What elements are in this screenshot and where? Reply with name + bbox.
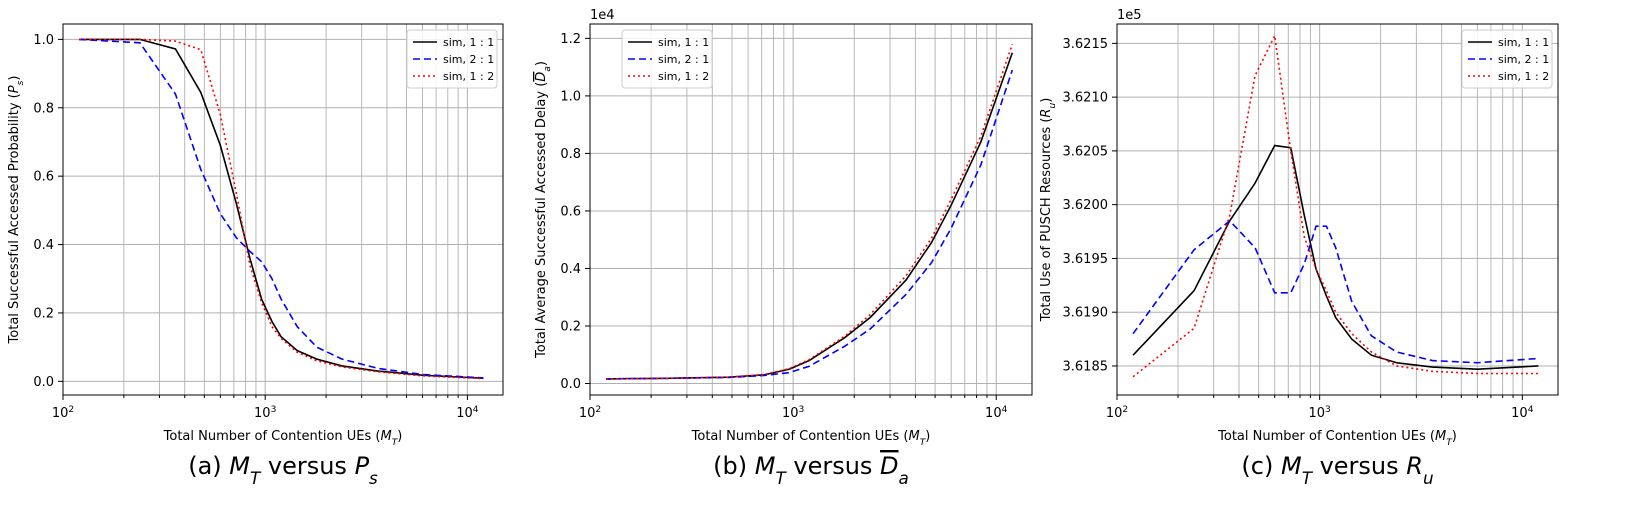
y-tick-label: 3.6205	[1063, 144, 1109, 159]
x-axis-label: Total Number of Contention UEs (MT)	[163, 429, 403, 448]
x-tick-label: 104	[456, 405, 479, 421]
series-line-1	[79, 38, 484, 380]
y-tick-label: 0.6	[560, 204, 581, 219]
y-tick-label: 0.8	[560, 147, 581, 162]
x-tick-label: 102	[52, 405, 74, 421]
x-axis-label: Total Number of Contention UEs (MT)	[1217, 429, 1457, 448]
x-tick-label: 104	[1511, 405, 1534, 421]
y-tick-label: 3.6200	[1063, 198, 1109, 213]
grid	[62, 24, 503, 395]
legend-label-1: sim, 1 : 1	[658, 36, 709, 49]
legend-label-2: sim, 2 : 1	[443, 53, 494, 66]
legend-label-2: sim, 2 : 1	[1498, 53, 1549, 66]
x-axis-label: Total Number of Contention UEs (MT)	[691, 429, 931, 448]
legend-label-3: sim, 1 : 2	[443, 70, 494, 83]
series-line-1	[1132, 144, 1539, 370]
y-tick-label: 0.2	[33, 306, 54, 321]
series-line-2	[78, 38, 484, 379]
x-tick-label: 103	[254, 405, 277, 421]
legend-box	[1461, 29, 1553, 89]
x-tick-label: 103	[1308, 405, 1331, 421]
legend-box	[621, 29, 713, 89]
chart-panel-3: 102 103 104 3.6185 3.6190 3.6195 3.6200 3.6205 3…	[1039, 8, 1559, 488]
panel-caption: (b) MT versus Da	[713, 452, 909, 488]
x-tick-label: 104	[985, 405, 1008, 421]
plot-frame	[62, 23, 504, 396]
panel-caption: (c) MT versus Ru	[1241, 452, 1433, 488]
y-tick-label: 3.6190	[1063, 306, 1109, 321]
plot-frame	[1116, 23, 1559, 396]
legend: sim, 1 : 1 sim, 2 : 1 sim, 1 : 2	[1461, 29, 1553, 89]
y-axis-label: Total Use of PUSCH Resources (Ru)	[1039, 98, 1058, 323]
legend-label-1: sim, 1 : 1	[1498, 36, 1549, 49]
y-tick-label: 1.0	[560, 89, 581, 104]
y-tick-label: 0.6	[33, 170, 54, 185]
y-axis-label: Total Average Successful Accessed Delay …	[534, 61, 553, 359]
y-offset-label: 1e4	[590, 8, 615, 23]
legend-label-1: sim, 1 : 1	[443, 36, 494, 49]
y-tick-label: 3.6185	[1063, 359, 1109, 374]
series-line-2	[606, 69, 1014, 380]
chart-panel-1: 102 103 104 0.0 0.2 0.4 0.6 0.8 1.0 Total Number …	[7, 23, 504, 488]
legend-label-2: sim, 2 : 1	[658, 53, 709, 66]
legend: sim, 1 : 1 sim, 2 : 1 sim, 1 : 2	[621, 29, 713, 89]
x-tick-label: 102	[1106, 405, 1128, 421]
y-tick-label: 0.4	[560, 262, 581, 277]
x-tick-label: 102	[579, 405, 601, 421]
series-line-2	[1132, 219, 1539, 364]
panel-caption: (a) MT versus Ps	[188, 452, 378, 488]
x-tick-label: 103	[782, 405, 805, 421]
y-offset-label: 1e5	[1117, 8, 1142, 23]
legend: sim, 1 : 1 sim, 2 : 1 sim, 1 : 2	[406, 29, 498, 89]
y-tick-label: 3.6195	[1063, 252, 1109, 267]
legend-label-3: sim, 1 : 2	[1498, 70, 1549, 83]
y-tick-label: 1.0	[33, 33, 54, 48]
y-axis-label: Total Successful Accessed Probability (P…	[7, 76, 26, 345]
y-tick-label: 0.0	[560, 377, 581, 392]
y-tick-label: 0.2	[560, 319, 581, 334]
y-tick-label: 0.8	[33, 101, 54, 116]
chart-panel-2: 102 103 104 0.0 0.2 0.4 0.6 0.8 1.0 1.2 1e4 Total N…	[534, 8, 1033, 488]
y-tick-label: 3.6210	[1063, 91, 1109, 106]
series-line-3	[79, 38, 484, 380]
y-tick-label: 1.2	[560, 32, 581, 47]
legend-label-3: sim, 1 : 2	[658, 70, 709, 83]
y-tick-label: 0.4	[33, 238, 54, 253]
plot-frame	[589, 23, 1033, 396]
y-tick-label: 3.6215	[1063, 37, 1109, 52]
legend-box	[406, 29, 498, 89]
y-tick-label: 0.0	[33, 375, 54, 390]
